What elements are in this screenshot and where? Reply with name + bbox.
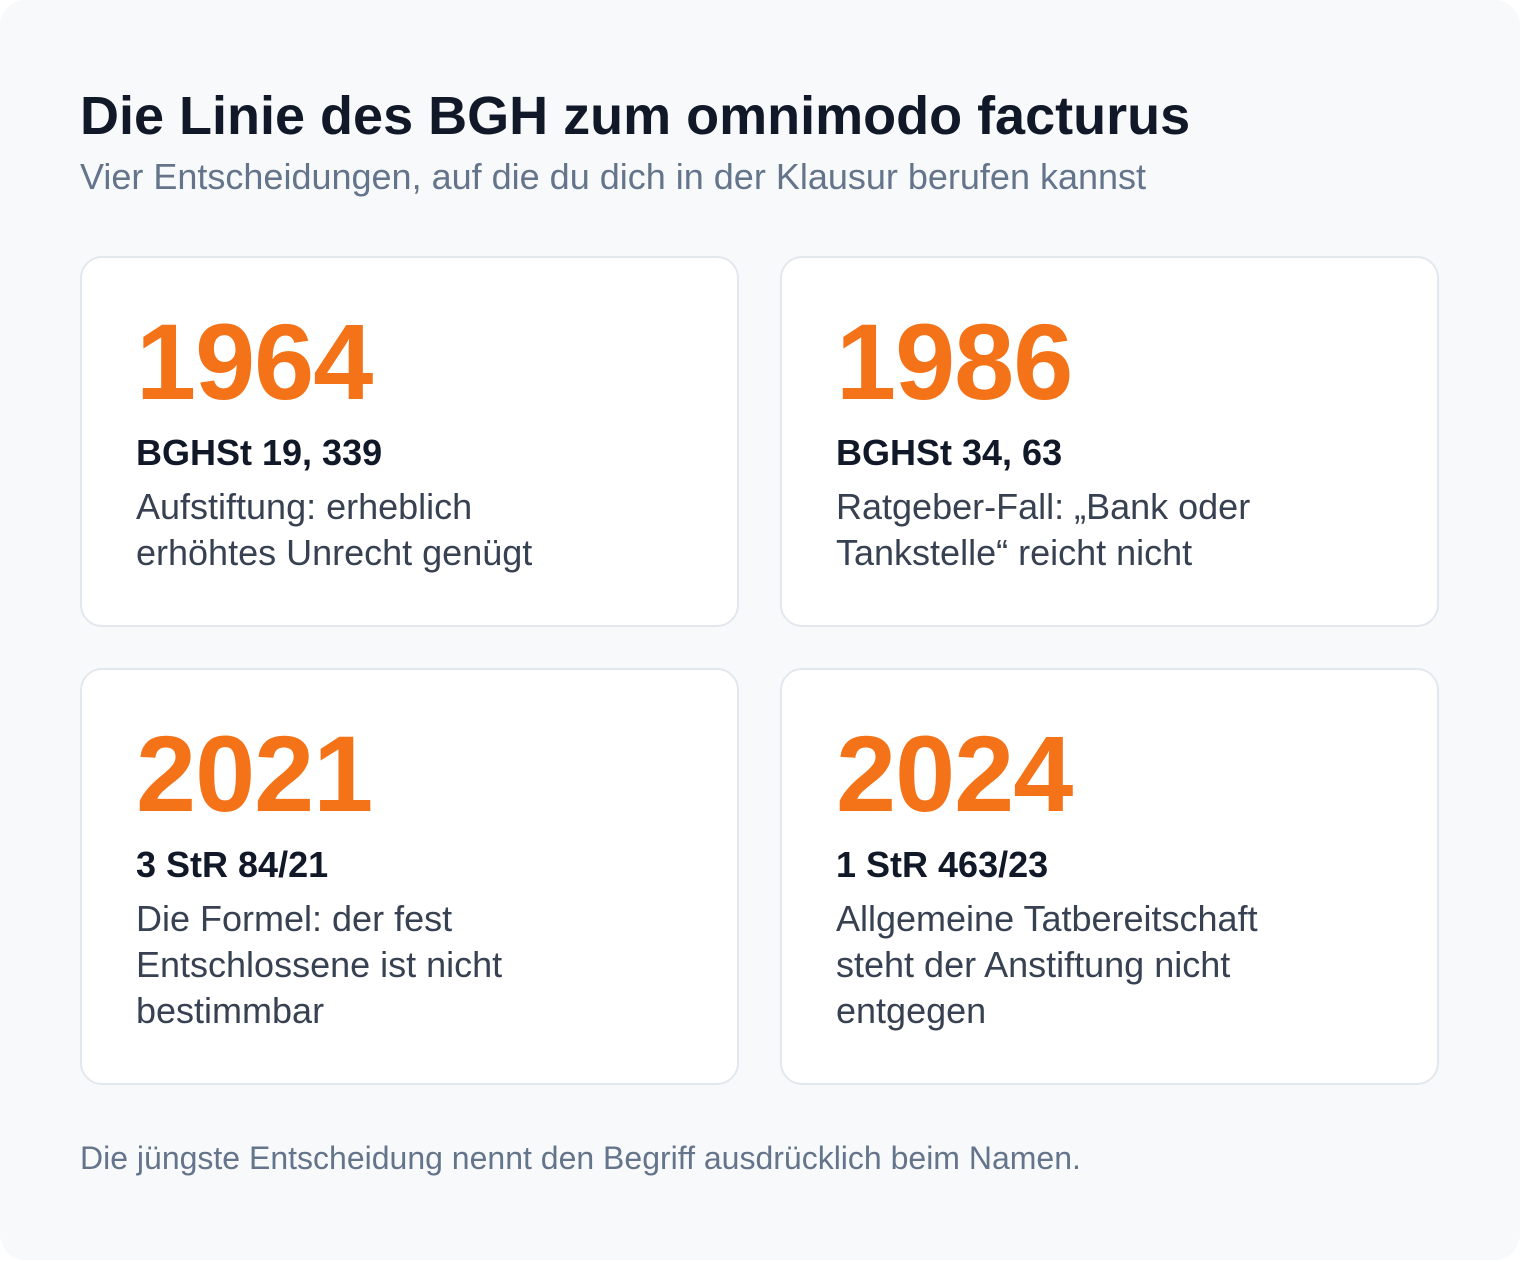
page-title: Die Linie des BGH zum omnimodo facturus — [80, 86, 1191, 146]
decision-reference: 3 StR 84/21 — [136, 844, 329, 885]
decision-reference: 1 StR 463/23 — [836, 844, 1049, 885]
footnote: Die jüngste Entscheidung nennt den Begri… — [80, 1140, 1081, 1176]
decision-description: Ratgeber-Fall: „Bank oder Tankstelle“ re… — [836, 486, 1251, 573]
decision-card-1986: 1986 BGHSt 34, 63 Ratgeber-Fall: „Bank o… — [780, 256, 1439, 627]
decision-reference: BGHSt 34, 63 — [836, 432, 1063, 473]
decision-card-1964: 1964 BGHSt 19, 339 Aufstiftung: erheblic… — [80, 256, 739, 627]
decision-grid: 1964 BGHSt 19, 339 Aufstiftung: erheblic… — [80, 256, 1440, 1085]
decision-description: Aufstiftung: erheblich erhöhtes Unrecht … — [136, 486, 533, 573]
decision-year: 2021 — [136, 713, 373, 834]
decision-year: 2024 — [836, 713, 1073, 834]
decision-year: 1964 — [136, 301, 373, 422]
decision-card-2021: 2021 3 StR 84/21 Die Formel: der fest En… — [80, 668, 739, 1085]
decision-description: Die Formel: der fest Entschlossene ist n… — [136, 898, 503, 1031]
decision-description: Allgemeine Tatbereitschaft steht der Ans… — [836, 898, 1258, 1031]
decision-reference: BGHSt 19, 339 — [136, 432, 383, 473]
decision-year: 1986 — [836, 301, 1073, 422]
decision-card-2024: 2024 1 StR 463/23 Allgemeine Tatbereitsc… — [780, 668, 1439, 1085]
page-subtitle: Vier Entscheidungen, auf die du dich in … — [80, 156, 1147, 197]
